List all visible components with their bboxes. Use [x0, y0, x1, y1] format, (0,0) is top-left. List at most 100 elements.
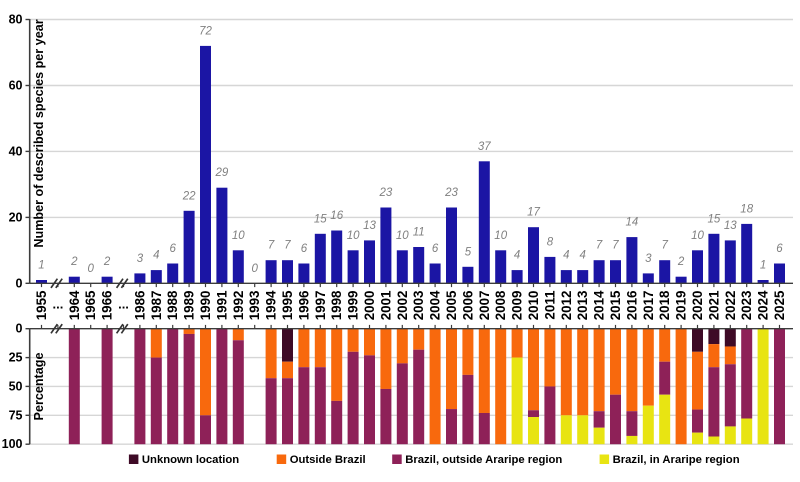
- svg-text:23: 23: [444, 187, 458, 199]
- svg-text:1987: 1987: [149, 291, 164, 321]
- svg-text:80: 80: [9, 13, 23, 27]
- svg-text:2001: 2001: [378, 290, 393, 320]
- svg-text:7: 7: [284, 240, 291, 252]
- svg-text:1: 1: [760, 260, 766, 272]
- svg-text:Unknown location: Unknown location: [142, 454, 239, 466]
- svg-text:1966: 1966: [100, 291, 115, 321]
- svg-text:10: 10: [691, 230, 704, 242]
- svg-text:1990: 1990: [198, 291, 213, 321]
- svg-text:2016: 2016: [624, 291, 639, 321]
- svg-text:15: 15: [708, 213, 721, 225]
- svg-text:2020: 2020: [690, 291, 705, 321]
- svg-text:0: 0: [251, 263, 258, 275]
- svg-text:17: 17: [527, 207, 540, 219]
- svg-text:2: 2: [70, 256, 78, 268]
- svg-text:10: 10: [232, 230, 245, 242]
- svg-text:2015: 2015: [608, 290, 623, 320]
- svg-text:1998: 1998: [329, 290, 344, 320]
- svg-text:75: 75: [9, 408, 23, 422]
- svg-text:100: 100: [2, 437, 23, 451]
- svg-text:Brazil, in Araripe region: Brazil, in Araripe region: [613, 454, 740, 466]
- svg-text:14: 14: [626, 217, 639, 229]
- svg-text:37: 37: [478, 141, 491, 153]
- svg-text:60: 60: [9, 79, 23, 93]
- svg-text:2009: 2009: [510, 291, 525, 321]
- svg-text:4: 4: [579, 250, 585, 262]
- svg-text:2013: 2013: [575, 291, 590, 321]
- svg-text:2017: 2017: [641, 291, 656, 321]
- svg-text:2024: 2024: [756, 290, 771, 320]
- svg-text:4: 4: [563, 250, 569, 262]
- svg-text:5: 5: [465, 246, 472, 258]
- svg-text:72: 72: [199, 25, 212, 37]
- svg-text:1986: 1986: [132, 291, 147, 321]
- svg-text:0: 0: [87, 263, 94, 275]
- svg-text:7: 7: [268, 240, 275, 252]
- svg-text:1988: 1988: [165, 290, 180, 320]
- svg-text:1993: 1993: [247, 291, 262, 321]
- svg-text:50: 50: [9, 379, 23, 393]
- svg-text:1989: 1989: [182, 291, 197, 321]
- svg-text:10: 10: [396, 230, 409, 242]
- svg-text:2022: 2022: [723, 291, 738, 321]
- svg-text:2014: 2014: [592, 290, 607, 320]
- svg-text:Outside Brazil: Outside Brazil: [290, 454, 366, 466]
- svg-text:2008: 2008: [493, 290, 508, 320]
- svg-text:1994: 1994: [264, 290, 279, 320]
- svg-text:3: 3: [137, 253, 144, 265]
- svg-text:8: 8: [547, 236, 554, 248]
- svg-text:2005: 2005: [444, 290, 459, 320]
- svg-text:29: 29: [215, 167, 229, 179]
- svg-text:2018: 2018: [657, 290, 672, 320]
- svg-text:2006: 2006: [460, 291, 475, 321]
- svg-text:0: 0: [16, 322, 23, 336]
- svg-text:4: 4: [153, 250, 159, 262]
- svg-text:7: 7: [661, 240, 668, 252]
- svg-text:1999: 1999: [346, 291, 361, 321]
- svg-text:6: 6: [169, 243, 176, 255]
- svg-text:2011: 2011: [542, 290, 557, 320]
- svg-text:6: 6: [301, 243, 308, 255]
- svg-text:2012: 2012: [559, 291, 574, 321]
- svg-text:2010: 2010: [526, 291, 541, 321]
- svg-text:1995: 1995: [280, 290, 295, 320]
- svg-text:7: 7: [596, 240, 603, 252]
- svg-text:1997: 1997: [313, 291, 328, 321]
- svg-text:...: ...: [118, 297, 129, 312]
- svg-text:2007: 2007: [477, 291, 492, 321]
- svg-text:22: 22: [182, 190, 196, 202]
- svg-text:2003: 2003: [411, 291, 426, 321]
- svg-text:1: 1: [38, 260, 44, 272]
- svg-text:25: 25: [9, 351, 23, 365]
- svg-text:10: 10: [494, 230, 507, 242]
- svg-text:11: 11: [413, 227, 425, 239]
- svg-text:Percentage: Percentage: [32, 353, 46, 421]
- svg-text:2019: 2019: [674, 291, 689, 321]
- svg-text:6: 6: [776, 243, 783, 255]
- svg-text:3: 3: [645, 253, 652, 265]
- svg-text:13: 13: [363, 220, 376, 232]
- svg-text:1996: 1996: [296, 291, 311, 321]
- svg-text:2: 2: [103, 256, 111, 268]
- svg-text:1992: 1992: [231, 291, 246, 321]
- svg-text:Brazil, outside Araripe region: Brazil, outside Araripe region: [405, 454, 562, 466]
- svg-text:1955: 1955: [34, 290, 49, 320]
- svg-text:2: 2: [677, 256, 685, 268]
- svg-text:13: 13: [724, 220, 737, 232]
- svg-text:20: 20: [9, 210, 23, 224]
- svg-text:2002: 2002: [395, 291, 410, 321]
- svg-text:40: 40: [9, 144, 23, 158]
- svg-text:1964: 1964: [67, 290, 82, 320]
- svg-text:6: 6: [432, 243, 439, 255]
- svg-text:4: 4: [514, 250, 520, 262]
- svg-text:10: 10: [347, 230, 360, 242]
- svg-text:16: 16: [330, 210, 343, 222]
- svg-text:18: 18: [740, 203, 753, 215]
- svg-text:0: 0: [16, 276, 23, 290]
- svg-text:2021: 2021: [706, 290, 721, 320]
- svg-text:2023: 2023: [739, 291, 754, 321]
- svg-text:2004: 2004: [428, 290, 443, 320]
- svg-text:Number of described species pe: Number of described species per year: [32, 19, 46, 247]
- svg-text:15: 15: [314, 213, 327, 225]
- svg-text:2025: 2025: [772, 290, 787, 320]
